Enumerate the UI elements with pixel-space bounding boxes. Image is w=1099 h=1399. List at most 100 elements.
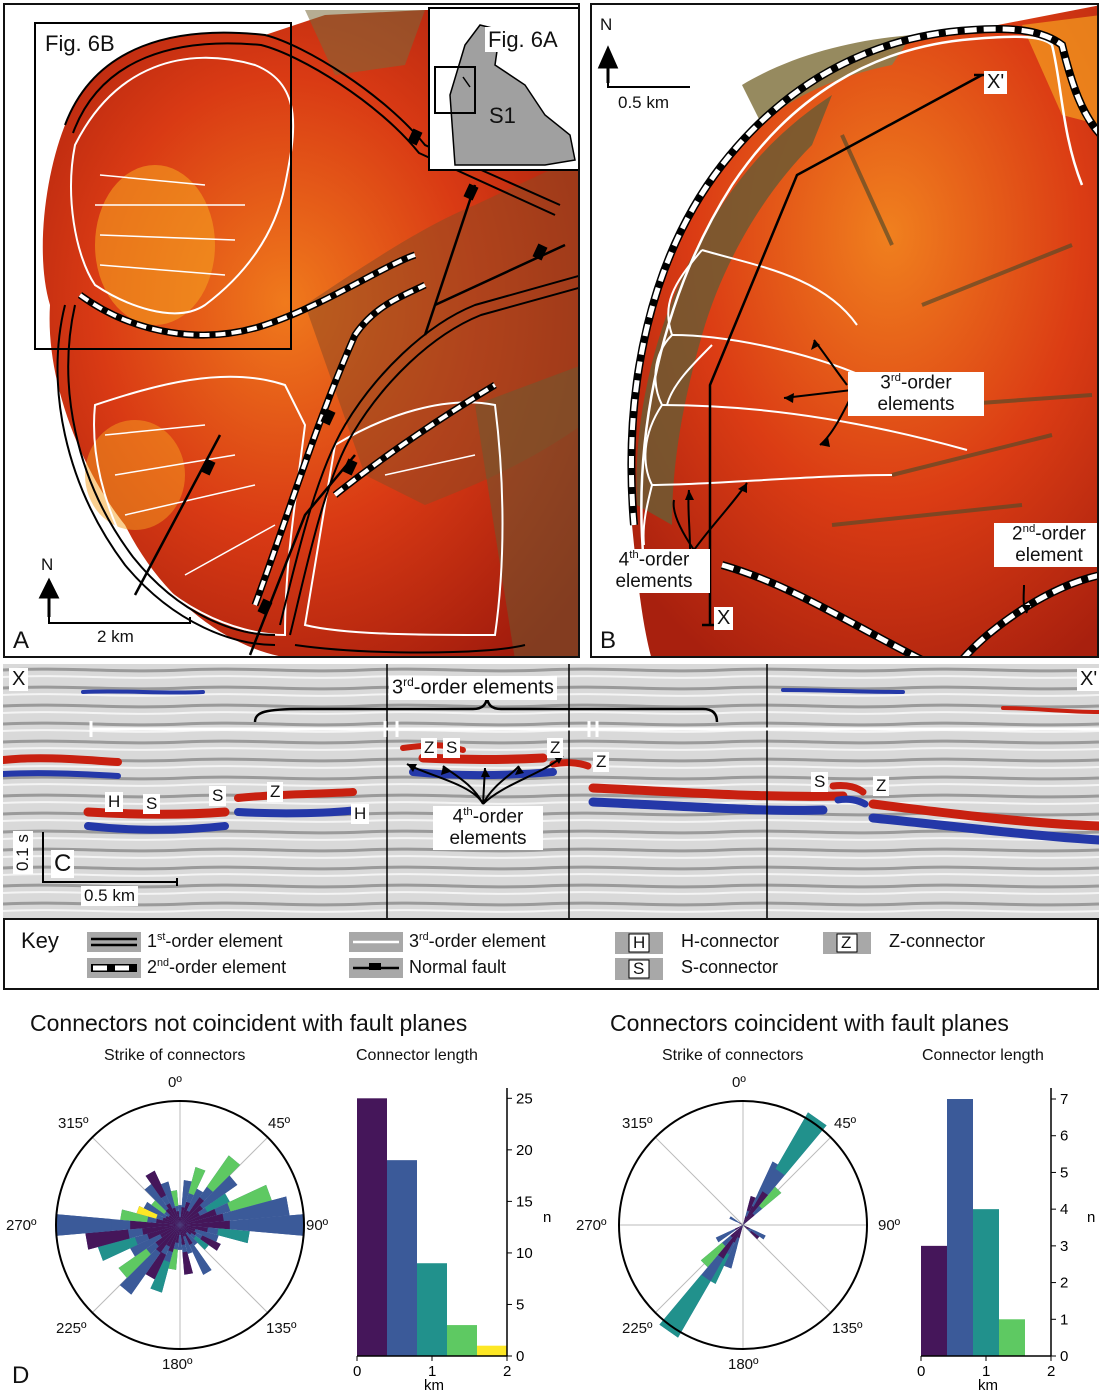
rose-petal xyxy=(156,1218,180,1225)
group-title: Connectors coincident with fault planes xyxy=(610,1010,1009,1036)
panel-b-map: N 0.5 km X' X 3rd-order elements 4th-ord… xyxy=(590,3,1099,658)
y-tick-label: 3 xyxy=(1060,1238,1068,1255)
rose-petal xyxy=(180,1225,188,1234)
group-title: Connectors not coincident with fault pla… xyxy=(30,1010,468,1036)
section-line xyxy=(708,73,983,625)
rose-petal xyxy=(151,1200,167,1214)
rose-petal xyxy=(180,1225,186,1245)
histogram-bar xyxy=(973,1209,999,1356)
connector-letter: H xyxy=(105,792,124,812)
rose-petal xyxy=(227,1184,272,1212)
histogram-coincident: 0 1 2 3 4 5 6 7 0 1 2 km n xyxy=(917,1088,1095,1390)
fig6a-label: Fig. 6A xyxy=(485,27,561,53)
rose-petal xyxy=(147,1225,180,1240)
terrace-zone xyxy=(636,95,832,525)
rose-petal xyxy=(182,1180,192,1202)
rose-petal xyxy=(168,1248,178,1270)
rose-label: 45º xyxy=(268,1115,291,1132)
bright-patch xyxy=(85,420,185,530)
rose-diagram-not-coincident xyxy=(55,1100,305,1350)
rose-petal xyxy=(180,1213,224,1225)
rose-petal xyxy=(750,1230,760,1240)
rose-petal xyxy=(753,1230,766,1240)
rose-petal xyxy=(179,1225,181,1235)
rose-petal xyxy=(743,1216,747,1225)
rose-title: Strike of connectors xyxy=(104,1047,246,1064)
terrace-zone-2 xyxy=(475,366,578,656)
rose-petal xyxy=(168,1215,180,1225)
scale-label: 2 km xyxy=(97,627,134,646)
inset-locator xyxy=(434,66,476,114)
rose-petal xyxy=(120,1209,149,1223)
y-tick-label: 7 xyxy=(1060,1091,1068,1108)
third-order-label: 3rd-order elements xyxy=(848,372,984,417)
arrow-heads xyxy=(407,756,563,777)
rose-petal xyxy=(180,1208,217,1225)
rose-petal xyxy=(150,1259,171,1293)
rose-petal xyxy=(180,1207,185,1225)
connector-letter: Z xyxy=(547,738,564,758)
rose-petal xyxy=(175,1225,180,1243)
rose-petals xyxy=(55,1155,305,1295)
second-order-dashed xyxy=(333,383,497,497)
time-scale-label: 0.1 s xyxy=(13,831,33,874)
rose-petal xyxy=(130,1237,156,1257)
rose-petal xyxy=(743,1225,750,1230)
third-order-outline xyxy=(93,375,307,637)
rose-petal xyxy=(238,1196,290,1220)
histogram-not-coincident: 0 5 10 15 20 25 0 1 2 km n xyxy=(353,1088,551,1390)
rose-petal xyxy=(730,1225,743,1238)
rose-label: 90º xyxy=(306,1217,329,1234)
rose-petal xyxy=(775,1112,827,1176)
key-letter-z: Z xyxy=(841,933,852,952)
connector-letter: Z xyxy=(593,752,610,772)
x-tick-label: 1 xyxy=(982,1363,990,1380)
fault-ticks xyxy=(200,128,548,616)
rose-petal xyxy=(715,1231,731,1243)
rose-petal xyxy=(180,1225,193,1245)
rose-petal xyxy=(180,1210,190,1225)
rose-label: 45º xyxy=(834,1115,857,1132)
scale-bar xyxy=(607,83,690,88)
section-start-label: X xyxy=(714,607,734,630)
length-scale-label: 0.5 km xyxy=(81,886,139,906)
rose-petal xyxy=(145,1170,167,1198)
y-tick-label: 20 xyxy=(516,1142,533,1159)
second-order-label: 2nd-order element xyxy=(994,523,1097,568)
rose-petal xyxy=(729,1216,737,1222)
rose-label: 90º xyxy=(878,1217,901,1234)
dark-channels xyxy=(831,134,1093,527)
third-order-channels xyxy=(95,174,476,576)
rose-petal xyxy=(180,1205,203,1225)
rose-label: 0º xyxy=(168,1074,182,1091)
second-order-dashed xyxy=(721,562,920,656)
x-tick-label: 1 xyxy=(428,1363,436,1380)
rose-petal xyxy=(180,1225,196,1232)
rose-petal xyxy=(180,1201,191,1225)
arrow-heads xyxy=(685,340,1031,613)
rose-petal xyxy=(144,1184,165,1206)
histogram-bar xyxy=(357,1098,387,1356)
key-label: H-connector xyxy=(681,931,780,951)
second-order-dashed xyxy=(253,283,426,606)
connector-letter: S xyxy=(443,738,461,758)
rose-petal xyxy=(738,1222,743,1225)
rose-petal xyxy=(168,1225,180,1253)
key-letter-h: H xyxy=(633,933,646,952)
rose-petal xyxy=(743,1213,755,1225)
seismic-background xyxy=(3,664,1099,918)
first-order-lines xyxy=(56,31,578,654)
rose-petal xyxy=(180,1197,205,1225)
rose-petal xyxy=(178,1205,182,1225)
key-letter-s: S xyxy=(633,959,645,978)
y-tick-label: 2 xyxy=(1060,1275,1068,1292)
rose-petal xyxy=(119,1258,154,1295)
rose-petal xyxy=(700,1242,726,1268)
y-tick-label: 0 xyxy=(1060,1348,1068,1365)
third-order-outline xyxy=(640,35,1084,566)
bright-patch xyxy=(95,165,215,325)
hist-title: Connector length xyxy=(922,1047,1044,1064)
rose-petal xyxy=(734,1225,743,1231)
scale-label: 0.5 km xyxy=(618,93,670,112)
rose-label: 225º xyxy=(622,1320,653,1337)
